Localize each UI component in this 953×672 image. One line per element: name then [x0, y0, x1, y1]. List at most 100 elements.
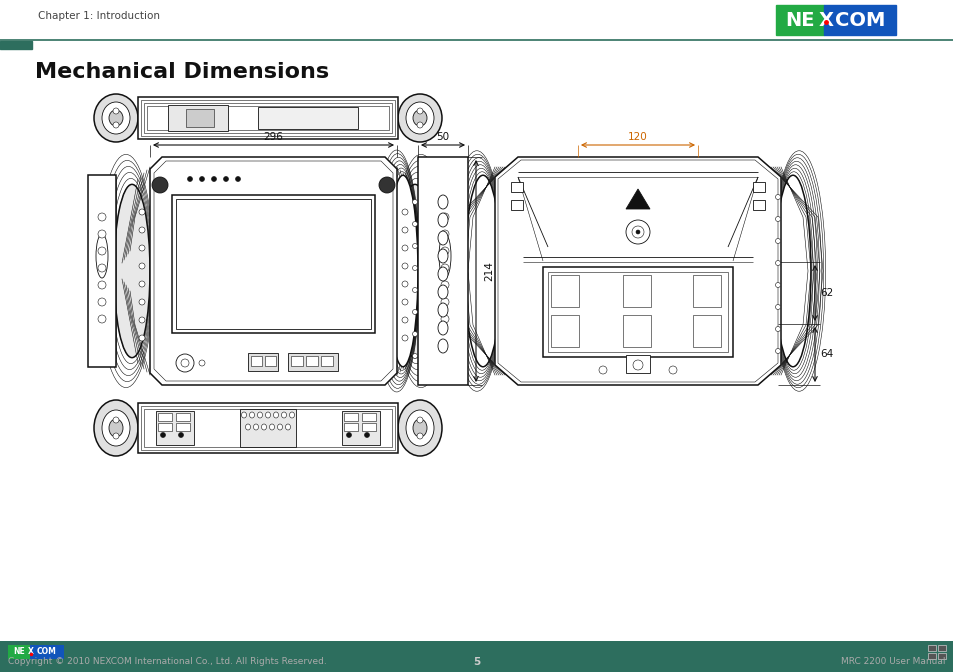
Bar: [172, 195, 375, 333]
Bar: [168, 105, 228, 131]
Ellipse shape: [378, 177, 395, 193]
Ellipse shape: [412, 331, 417, 337]
Ellipse shape: [102, 102, 130, 134]
Ellipse shape: [401, 245, 408, 251]
Ellipse shape: [416, 417, 422, 423]
Ellipse shape: [139, 263, 145, 269]
Ellipse shape: [412, 310, 417, 314]
Bar: [288, 353, 337, 371]
Ellipse shape: [437, 213, 448, 227]
Ellipse shape: [261, 424, 266, 430]
Ellipse shape: [112, 417, 119, 423]
Bar: [147, 106, 389, 130]
Ellipse shape: [175, 354, 193, 372]
Ellipse shape: [98, 247, 106, 255]
Bar: [90, 179, 116, 363]
Bar: [752, 200, 764, 210]
Text: COM: COM: [37, 648, 57, 657]
Bar: [692, 275, 720, 307]
Bar: [551, 275, 578, 307]
Bar: [8, 645, 30, 659]
Ellipse shape: [775, 349, 780, 353]
Ellipse shape: [440, 230, 449, 238]
Ellipse shape: [437, 321, 448, 335]
Ellipse shape: [139, 317, 145, 323]
Ellipse shape: [396, 184, 433, 358]
Ellipse shape: [188, 177, 193, 181]
Text: Chapter 1: Introduction: Chapter 1: Introduction: [38, 11, 160, 21]
Bar: [138, 97, 397, 139]
Ellipse shape: [440, 298, 449, 306]
Ellipse shape: [281, 412, 286, 418]
Ellipse shape: [406, 102, 434, 134]
Ellipse shape: [257, 412, 262, 418]
Ellipse shape: [412, 265, 417, 271]
Ellipse shape: [636, 230, 639, 234]
Ellipse shape: [437, 285, 448, 299]
Text: 296: 296: [263, 132, 283, 142]
Ellipse shape: [112, 433, 119, 439]
Bar: [692, 315, 720, 347]
Ellipse shape: [397, 94, 441, 142]
Bar: [0, 642, 953, 672]
Bar: [361, 413, 375, 421]
Ellipse shape: [285, 424, 291, 430]
Ellipse shape: [181, 359, 189, 367]
Ellipse shape: [598, 366, 606, 374]
Ellipse shape: [440, 281, 449, 289]
Ellipse shape: [401, 227, 408, 233]
Bar: [141, 406, 395, 450]
Ellipse shape: [413, 419, 427, 437]
Bar: [175, 423, 190, 431]
Bar: [175, 413, 190, 421]
Bar: [511, 182, 522, 192]
Bar: [823, 5, 895, 35]
Ellipse shape: [401, 263, 408, 269]
Bar: [88, 175, 116, 367]
Ellipse shape: [96, 234, 108, 278]
Ellipse shape: [139, 281, 145, 287]
Bar: [156, 411, 193, 445]
Bar: [431, 183, 462, 359]
Bar: [344, 413, 357, 421]
Ellipse shape: [401, 299, 408, 305]
Ellipse shape: [212, 177, 216, 181]
Ellipse shape: [250, 412, 254, 418]
Ellipse shape: [412, 222, 417, 226]
Ellipse shape: [109, 110, 123, 126]
Ellipse shape: [346, 433, 351, 437]
Text: MRC 2200 User Manual: MRC 2200 User Manual: [841, 657, 945, 667]
Ellipse shape: [277, 424, 282, 430]
Ellipse shape: [440, 247, 449, 255]
Ellipse shape: [223, 177, 229, 181]
Bar: [265, 356, 275, 366]
Ellipse shape: [364, 433, 369, 437]
Ellipse shape: [775, 261, 780, 265]
Ellipse shape: [438, 234, 451, 278]
Bar: [344, 423, 357, 431]
Text: COM: COM: [834, 11, 884, 30]
Ellipse shape: [625, 220, 649, 244]
Text: 120: 120: [627, 132, 647, 142]
Ellipse shape: [139, 335, 145, 341]
Ellipse shape: [775, 216, 780, 222]
Bar: [937, 645, 945, 651]
Bar: [775, 5, 823, 35]
Ellipse shape: [633, 360, 642, 370]
Bar: [622, 275, 650, 307]
Bar: [511, 200, 522, 210]
Bar: [306, 356, 317, 366]
Ellipse shape: [440, 264, 449, 272]
Bar: [144, 103, 392, 133]
Bar: [927, 653, 935, 659]
Text: NE: NE: [13, 648, 25, 657]
Ellipse shape: [775, 304, 780, 310]
Text: 214: 214: [483, 261, 494, 281]
Ellipse shape: [775, 327, 780, 331]
Ellipse shape: [437, 249, 448, 263]
Ellipse shape: [112, 122, 119, 128]
Bar: [547, 272, 727, 352]
Bar: [91, 181, 116, 361]
Ellipse shape: [289, 412, 294, 418]
Ellipse shape: [631, 226, 643, 238]
